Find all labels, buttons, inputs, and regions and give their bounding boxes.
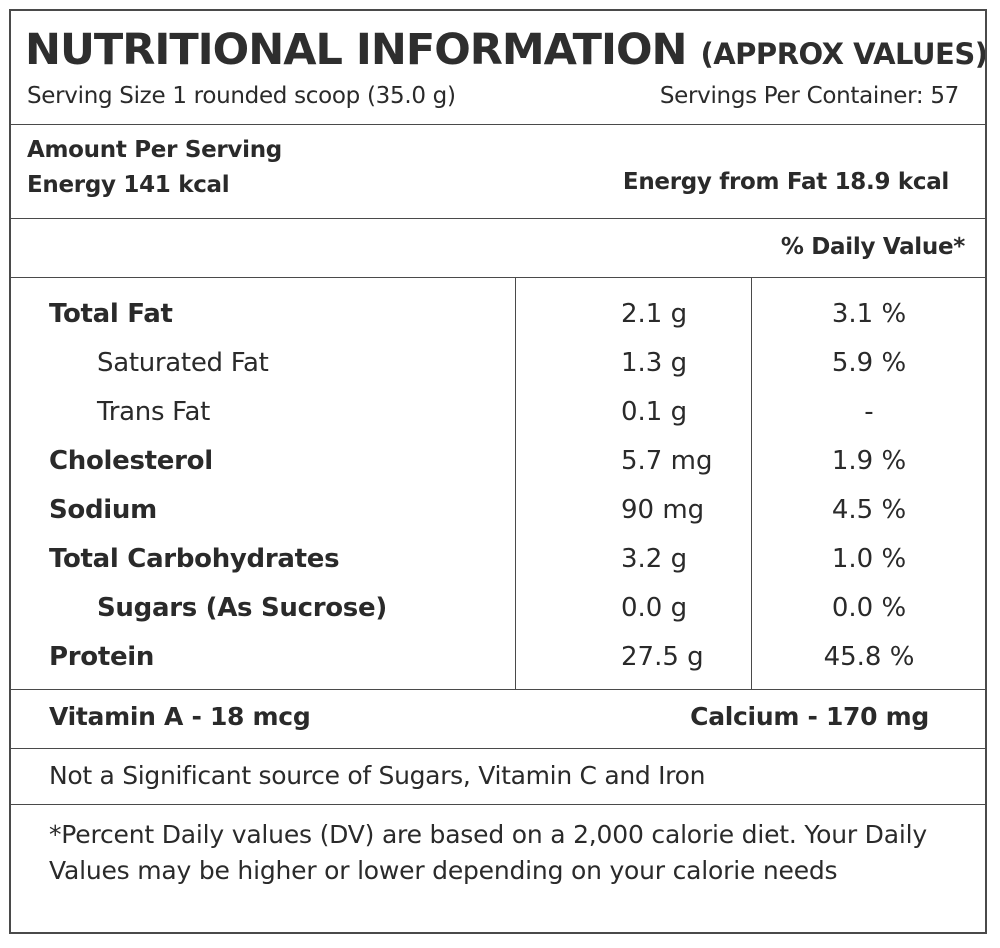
vitamin-a: Vitamin A - 18 mcg bbox=[49, 702, 311, 731]
nutrient-daily-value: 0.0 % bbox=[831, 593, 907, 623]
nutrient-row: Trans Fat 0.1 g - bbox=[11, 385, 985, 434]
column-divider bbox=[751, 277, 752, 689]
nutrient-row: Cholesterol 5.7 mg 1.9 % bbox=[11, 434, 985, 483]
amount-per-serving: Amount Per Serving bbox=[27, 137, 282, 163]
nutrient-name: Protein bbox=[49, 642, 155, 672]
nutrient-name: Trans Fat bbox=[97, 397, 210, 427]
nutrient-daily-value: - bbox=[864, 397, 874, 427]
nutrient-daily-value: 5.9 % bbox=[831, 348, 907, 378]
nutrient-name: Saturated Fat bbox=[97, 348, 269, 378]
daily-value-header: % Daily Value* bbox=[780, 234, 965, 260]
nutrient-daily-value: 45.8 % bbox=[823, 642, 915, 672]
nutrient-amount: 27.5 g bbox=[621, 642, 704, 672]
nutrient-name: Total Fat bbox=[49, 299, 173, 329]
serving-size: Serving Size 1 rounded scoop (35.0 g) bbox=[27, 83, 456, 109]
nutrient-row: Sodium 90 mg 4.5 % bbox=[11, 483, 985, 532]
daily-value-footnote: *Percent Daily values (DV) are based on … bbox=[49, 820, 927, 885]
label-title: NUTRITIONAL INFORMATION (APPROX VALUES) bbox=[25, 25, 987, 75]
nutrient-amount: 90 mg bbox=[621, 495, 705, 525]
nutrient-name: Sodium bbox=[49, 495, 157, 525]
nutrient-name: Sugars (As Sucrose) bbox=[97, 593, 387, 623]
nutrient-amount: 3.2 g bbox=[621, 544, 688, 574]
nutrient-name: Total Carbohydrates bbox=[49, 544, 340, 574]
nutrient-name: Cholesterol bbox=[49, 446, 213, 476]
nutrient-daily-value: 1.0 % bbox=[831, 544, 907, 574]
servings-per-container: Servings Per Container: 57 bbox=[659, 83, 959, 109]
nutrition-label: NUTRITIONAL INFORMATION (APPROX VALUES) … bbox=[9, 9, 987, 934]
column-divider bbox=[515, 277, 516, 689]
nutrient-amount: 5.7 mg bbox=[621, 446, 713, 476]
energy-value: Energy 141 kcal bbox=[27, 172, 230, 198]
divider bbox=[11, 124, 985, 125]
divider bbox=[11, 218, 985, 219]
nutrient-row: Protein 27.5 g 45.8 % bbox=[11, 630, 985, 679]
energy-from-fat: Energy from Fat 18.9 kcal bbox=[622, 169, 949, 195]
nutrient-row: Saturated Fat 1.3 g 5.9 % bbox=[11, 336, 985, 385]
nutrient-daily-value: 4.5 % bbox=[831, 495, 907, 525]
nutrient-daily-value: 3.1 % bbox=[831, 299, 907, 329]
nutrient-amount: 2.1 g bbox=[621, 299, 688, 329]
nutrient-amount: 0.1 g bbox=[621, 397, 688, 427]
nutrient-daily-value: 1.9 % bbox=[831, 446, 907, 476]
nutrient-amount: 0.0 g bbox=[621, 593, 688, 623]
calcium: Calcium - 170 mg bbox=[690, 702, 929, 731]
divider bbox=[11, 689, 985, 690]
nutrient-row: Total Fat 2.1 g 3.1 % bbox=[11, 287, 985, 336]
divider bbox=[11, 748, 985, 749]
title-subtitle: (APPROX VALUES) bbox=[700, 37, 987, 71]
nutrient-amount: 1.3 g bbox=[621, 348, 688, 378]
divider bbox=[11, 804, 985, 805]
not-significant-note: Not a Significant source of Sugars, Vita… bbox=[49, 761, 706, 790]
title-main: NUTRITIONAL INFORMATION bbox=[25, 25, 687, 75]
nutrient-row: Sugars (As Sucrose) 0.0 g 0.0 % bbox=[11, 581, 985, 630]
nutrient-row: Total Carbohydrates 3.2 g 1.0 % bbox=[11, 532, 985, 581]
divider bbox=[11, 277, 985, 278]
